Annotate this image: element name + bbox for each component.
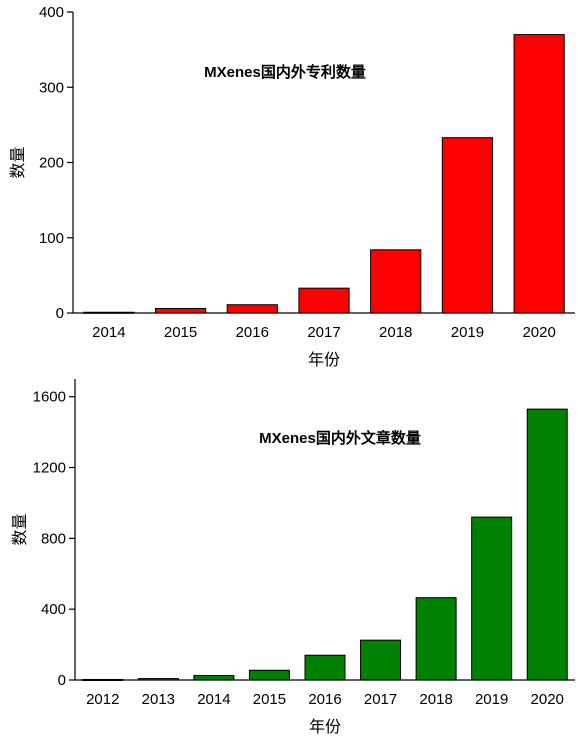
x-tick-label: 2014 xyxy=(197,691,230,708)
y-axis-label: 数量 xyxy=(9,146,27,178)
bar-2014 xyxy=(193,675,235,681)
x-tick-label: 2015 xyxy=(164,324,197,341)
x-tick-label: 2020 xyxy=(531,691,564,708)
chart-title: MXenes国内外专利数量 xyxy=(204,63,366,81)
y-tick-label: 1200 xyxy=(33,460,66,477)
bar-2016 xyxy=(304,654,346,681)
y-tick-label: 0 xyxy=(56,305,64,322)
bar-2018 xyxy=(415,597,457,681)
y-tick-label: 0 xyxy=(58,672,66,689)
bar-2016 xyxy=(226,304,278,314)
y-tick-label: 300 xyxy=(39,79,64,96)
bar-2017 xyxy=(298,287,350,314)
bar-2014 xyxy=(83,311,135,314)
x-tick-label: 2013 xyxy=(142,691,175,708)
x-tick-label: 2018 xyxy=(419,691,452,708)
bar-2020 xyxy=(526,408,568,681)
x-tick-label: 2016 xyxy=(308,691,341,708)
x-tick-label: 2017 xyxy=(307,324,340,341)
y-tick-label: 400 xyxy=(39,4,64,21)
x-tick-label: 2019 xyxy=(451,324,484,341)
x-tick-label: 2018 xyxy=(379,324,412,341)
x-tick-label: 2020 xyxy=(522,324,555,341)
y-tick-label: 400 xyxy=(41,601,66,618)
y-tick-label: 200 xyxy=(39,155,64,172)
bar-2020 xyxy=(513,34,565,314)
y-tick-label: 100 xyxy=(39,230,64,247)
bar-2019 xyxy=(471,516,513,681)
x-tick-label: 2019 xyxy=(475,691,508,708)
x-axis-label: 年份 xyxy=(308,351,340,369)
y-tick-label: 800 xyxy=(41,530,66,547)
bar-2017 xyxy=(360,639,402,681)
x-axis-label: 年份 xyxy=(309,718,341,736)
y-tick-label: 1600 xyxy=(33,389,66,406)
x-tick-label: 2017 xyxy=(364,691,397,708)
x-tick-label: 2014 xyxy=(92,324,125,341)
chart-title: MXenes国内外文章数量 xyxy=(259,429,421,447)
bar-2018 xyxy=(370,249,422,314)
bar-2012 xyxy=(82,678,124,681)
bar-2015 xyxy=(154,307,207,314)
x-tick-label: 2012 xyxy=(86,691,119,708)
x-tick-label: 2015 xyxy=(253,691,286,708)
bar-2015 xyxy=(248,669,290,681)
x-tick-label: 2016 xyxy=(236,324,269,341)
bar-2013 xyxy=(137,678,179,681)
bar-2019 xyxy=(441,137,494,314)
y-axis-label: 数量 xyxy=(11,513,29,545)
